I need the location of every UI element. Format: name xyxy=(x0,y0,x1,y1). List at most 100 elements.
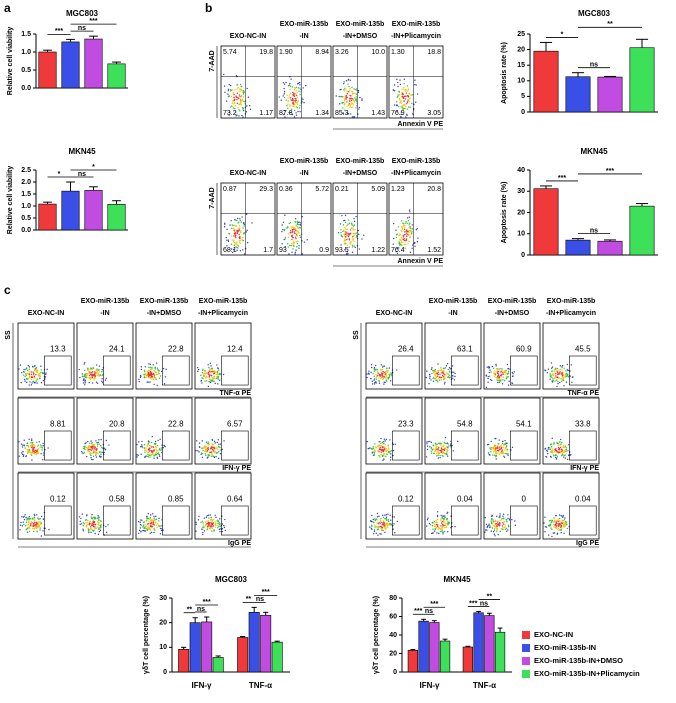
flow-dot xyxy=(397,226,400,228)
flow-dot xyxy=(494,523,497,525)
flow-dot xyxy=(216,441,218,444)
flow-dot xyxy=(346,101,348,103)
flow-dot xyxy=(36,452,39,455)
flow-dot xyxy=(446,448,448,451)
flow-dot xyxy=(558,525,560,528)
flow-dot xyxy=(95,453,97,456)
flow-dot xyxy=(558,514,561,516)
flow-dot xyxy=(383,383,385,385)
flow-dot xyxy=(395,101,398,103)
flow-dot xyxy=(211,439,214,441)
flow-dot xyxy=(207,446,209,449)
flow-dot xyxy=(400,220,403,222)
flow-dot xyxy=(550,527,552,529)
flow-dot xyxy=(210,452,213,454)
flow-dot xyxy=(387,377,390,380)
gate-value: 6.57 xyxy=(227,420,243,429)
flow-dot xyxy=(379,522,381,524)
flow-dot xyxy=(351,244,354,247)
flow-dot xyxy=(21,525,24,527)
flow-dot xyxy=(136,453,138,456)
flow-dot xyxy=(98,369,100,371)
flow-dot xyxy=(144,530,146,532)
flow-dot xyxy=(383,376,386,378)
flow-dot xyxy=(301,97,303,99)
flow-dot xyxy=(234,89,236,91)
flow-dot xyxy=(497,442,499,445)
flow-dot xyxy=(406,101,409,104)
flow-dot xyxy=(498,453,500,456)
flow-dot xyxy=(86,448,88,451)
flow-dot xyxy=(439,449,441,452)
flow-dot xyxy=(243,233,245,235)
flow-dot xyxy=(89,445,91,448)
flow-dot xyxy=(144,451,146,453)
flow-dot xyxy=(234,225,237,227)
flow-dot xyxy=(561,366,563,369)
y-axis-label: SS xyxy=(5,330,12,340)
flow-dot xyxy=(31,438,33,440)
quadrant-value: 18.8 xyxy=(427,49,441,56)
flow-dot xyxy=(555,514,557,517)
flow-dot xyxy=(378,454,380,457)
flow-dot xyxy=(249,105,251,107)
flow-dot xyxy=(400,106,402,108)
flow-dot xyxy=(346,244,349,246)
flow-dot xyxy=(501,442,504,445)
flow-dot xyxy=(42,530,44,532)
flow-dot xyxy=(392,222,395,225)
flow-dot xyxy=(153,374,155,376)
flow-dot xyxy=(436,443,438,446)
legend-label: EXO-NC-IN xyxy=(534,630,573,639)
flow-dot xyxy=(219,449,221,451)
quadrant-value: 68.1 xyxy=(223,247,237,254)
flow-dot xyxy=(151,513,154,515)
flow-dot xyxy=(548,520,551,522)
flow-dot xyxy=(346,112,349,115)
flow-dot xyxy=(507,375,509,378)
flow-dot xyxy=(25,516,27,519)
gate xyxy=(44,355,72,386)
flow-dot xyxy=(98,521,100,524)
flow-dot xyxy=(33,524,36,526)
flow-dot xyxy=(204,371,207,373)
flow-dot xyxy=(31,365,34,368)
flow-dot xyxy=(240,103,243,106)
flow-dot xyxy=(299,110,301,113)
flow-dot xyxy=(505,369,507,372)
flow-dot xyxy=(294,232,296,235)
flow-dot xyxy=(158,372,160,375)
flow-dot xyxy=(91,441,93,444)
flow-dot xyxy=(296,96,298,98)
flow-dot xyxy=(295,112,297,114)
flow-dot xyxy=(201,371,204,374)
significance-label: *** xyxy=(558,175,566,182)
flow-dot xyxy=(350,222,353,225)
flow-dot xyxy=(434,525,437,527)
flow-dot xyxy=(406,217,409,219)
flow-dot xyxy=(226,228,228,231)
flow-dot xyxy=(436,518,439,521)
flow-dot xyxy=(396,104,398,107)
flow-dot xyxy=(296,101,299,103)
flow-dot xyxy=(217,439,219,441)
flow-dot xyxy=(235,230,238,232)
y-tick-label: 60 xyxy=(389,613,397,620)
flow-dot xyxy=(98,374,100,376)
flow-dot xyxy=(556,456,559,458)
flow-dot xyxy=(493,451,495,453)
flow-dot xyxy=(153,531,155,534)
flow-dot xyxy=(383,458,385,460)
flow-dot xyxy=(217,448,219,451)
flow-dot xyxy=(550,367,553,369)
flow-dot xyxy=(30,454,33,456)
flow-dot xyxy=(293,116,296,118)
flow-dot xyxy=(409,227,412,229)
flow-dot xyxy=(405,232,408,234)
flow-dot xyxy=(24,514,26,516)
flow-dot xyxy=(93,377,95,380)
flow-dot xyxy=(218,518,221,520)
flow-dot xyxy=(30,442,32,444)
flow-dot xyxy=(447,531,449,533)
flow-dot xyxy=(408,100,411,103)
